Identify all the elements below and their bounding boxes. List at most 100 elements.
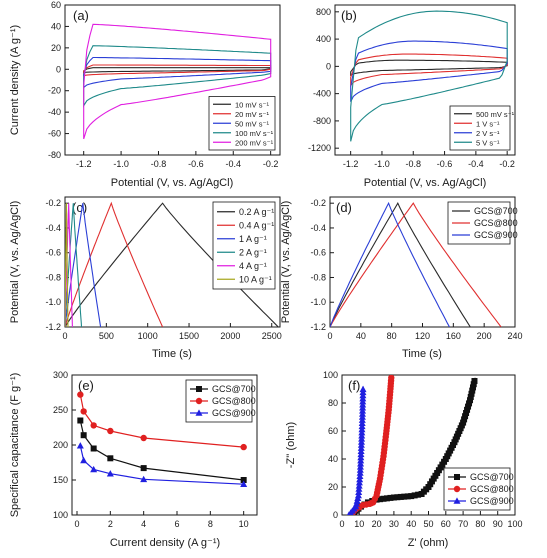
series-line — [65, 201, 164, 327]
chart-panel-3: 0 500 1000 1500 2000 2500 -1.2 -1.0 -0.8 -0.6 -0.4… — [9, 196, 282, 360]
series-group — [65, 201, 279, 327]
x-tick-label: -1.0 — [113, 159, 129, 169]
data-point — [240, 477, 247, 483]
y-tick-label: 150 — [53, 475, 68, 485]
y-tick-label: 100 — [53, 510, 68, 520]
series-group — [330, 201, 502, 327]
series-line — [330, 202, 471, 327]
y-tick-label: 250 — [53, 405, 68, 415]
x-tick-label: 0 — [62, 331, 67, 341]
x-tick-label: 60 — [441, 519, 451, 529]
x-tick-label: 6 — [174, 519, 179, 529]
y-tick-label: 800 — [316, 7, 331, 17]
y-tick-label: -1200 — [308, 143, 331, 153]
x-tick-label: 240 — [507, 331, 522, 341]
x-tick-label: 40 — [356, 331, 366, 341]
data-point — [411, 492, 418, 499]
legend-entry: 2 A g⁻¹ — [239, 247, 267, 257]
x-axis-label: Z' (ohm) — [408, 537, 449, 549]
x-tick-label: -0.8 — [406, 159, 422, 169]
x-tick-label: 200 — [477, 331, 492, 341]
data-point — [469, 384, 476, 391]
data-point — [401, 493, 408, 500]
x-tick-label: 8 — [208, 519, 213, 529]
y-tick-label: -1.2 — [310, 322, 326, 332]
y-axis-label: -Z'' (ohm) — [285, 422, 297, 468]
chart-panel-2: -1.2 -1.0 -0.8 -0.6 -0.4 -0.2 -1200 -800 -400 0 40… — [308, 4, 516, 189]
legend-entry: 0.4 A g⁻¹ — [239, 220, 274, 230]
data-point — [240, 443, 247, 451]
data-point — [453, 497, 461, 504]
legend-entry: 500 mV s⁻¹ — [476, 110, 515, 119]
x-tick-label: -0.4 — [468, 159, 484, 169]
x-tick-label: 0 — [74, 519, 79, 529]
data-point — [76, 442, 84, 449]
x-tick-label: 1000 — [138, 331, 158, 341]
data-point — [355, 482, 363, 489]
data-point — [388, 375, 395, 381]
x-tick-label: 40 — [406, 519, 416, 529]
x-tick-label: -1.0 — [374, 159, 390, 169]
x-tick-label: 10 — [354, 519, 364, 529]
chart-panel-5: 0 2 4 6 8 10 100 150 200 250 300 Current density (A… — [9, 370, 258, 549]
data-point — [390, 494, 397, 501]
y-tick-label: 20 — [51, 43, 61, 53]
legend-entry: 200 mV s⁻¹ — [235, 138, 274, 147]
y-tick-label: -0.4 — [45, 223, 61, 233]
panel-label: (d) — [336, 200, 352, 215]
data-point — [383, 495, 390, 502]
data-point — [77, 391, 84, 398]
legend-entry: 0.2 A g⁻¹ — [239, 207, 274, 217]
y-tick-label: 0 — [326, 61, 331, 71]
panel-label: (a) — [73, 8, 89, 23]
x-tick-label: -1.2 — [343, 159, 359, 169]
y-axis-label: Current density (A g⁻¹) — [9, 25, 21, 135]
x-tick-label: 80 — [475, 519, 485, 529]
x-tick-label: 1500 — [179, 331, 199, 341]
y-tick-label: -0.6 — [310, 248, 326, 258]
x-tick-label: 50 — [423, 519, 433, 529]
panel-label: (b) — [341, 8, 357, 23]
y-tick-label: 400 — [316, 34, 331, 44]
y-tick-label: 300 — [53, 370, 68, 380]
legend-entry: GCS@700 — [474, 206, 518, 216]
x-tick-label: 30 — [389, 519, 399, 529]
y-tick-label: 40 — [51, 21, 61, 31]
x-axis-label: Time (s) — [152, 348, 192, 360]
x-tick-label: -0.2 — [263, 159, 279, 169]
chart-panel-6: 0 10 20 30 40 50 60 70 80 90 100 0 20 40 60 80 100 Z' (oh… — [285, 370, 523, 549]
y-tick-label: 100 — [323, 370, 338, 380]
data-point — [240, 480, 248, 487]
chart-panel-1: -1.2 -1.0 -0.8 -0.6 -0.4 -0.2 -80 -60 -40 -20 0 20 4… — [9, 0, 281, 189]
y-tick-label: -800 — [313, 116, 331, 126]
data-point — [466, 400, 473, 407]
y-tick-label: -1.0 — [310, 297, 326, 307]
legend-entry: 1 V s⁻¹ — [476, 119, 500, 128]
x-tick-label: -0.6 — [437, 159, 453, 169]
series-line — [330, 202, 502, 327]
data-point — [454, 474, 460, 480]
legend-entry: GCS@800 — [474, 218, 518, 228]
legend-entry: GCS@900 — [474, 230, 518, 240]
data-point — [461, 416, 468, 423]
y-axis-label: Potential (V, vs. Ag/AgCl) — [280, 201, 292, 324]
y-tick-label: -400 — [313, 89, 331, 99]
x-tick-label: 70 — [458, 519, 468, 529]
x-tick-label: -0.4 — [226, 159, 242, 169]
y-tick-label: 40 — [328, 454, 338, 464]
x-axis-label: Current density (A g⁻¹) — [110, 537, 220, 549]
data-point — [107, 427, 114, 435]
legend-entry: GCS@700 — [470, 472, 514, 482]
series-line — [65, 203, 73, 327]
series-line — [83, 23, 272, 140]
legend-entry: GCS@800 — [212, 396, 256, 406]
data-point — [90, 422, 97, 429]
data-point — [80, 456, 88, 464]
data-point — [397, 493, 404, 500]
data-point — [377, 496, 384, 503]
series-line — [330, 201, 450, 327]
x-tick-label: 120 — [415, 331, 430, 341]
x-tick-label: 90 — [493, 519, 503, 529]
y-tick-label: 0 — [56, 64, 61, 74]
